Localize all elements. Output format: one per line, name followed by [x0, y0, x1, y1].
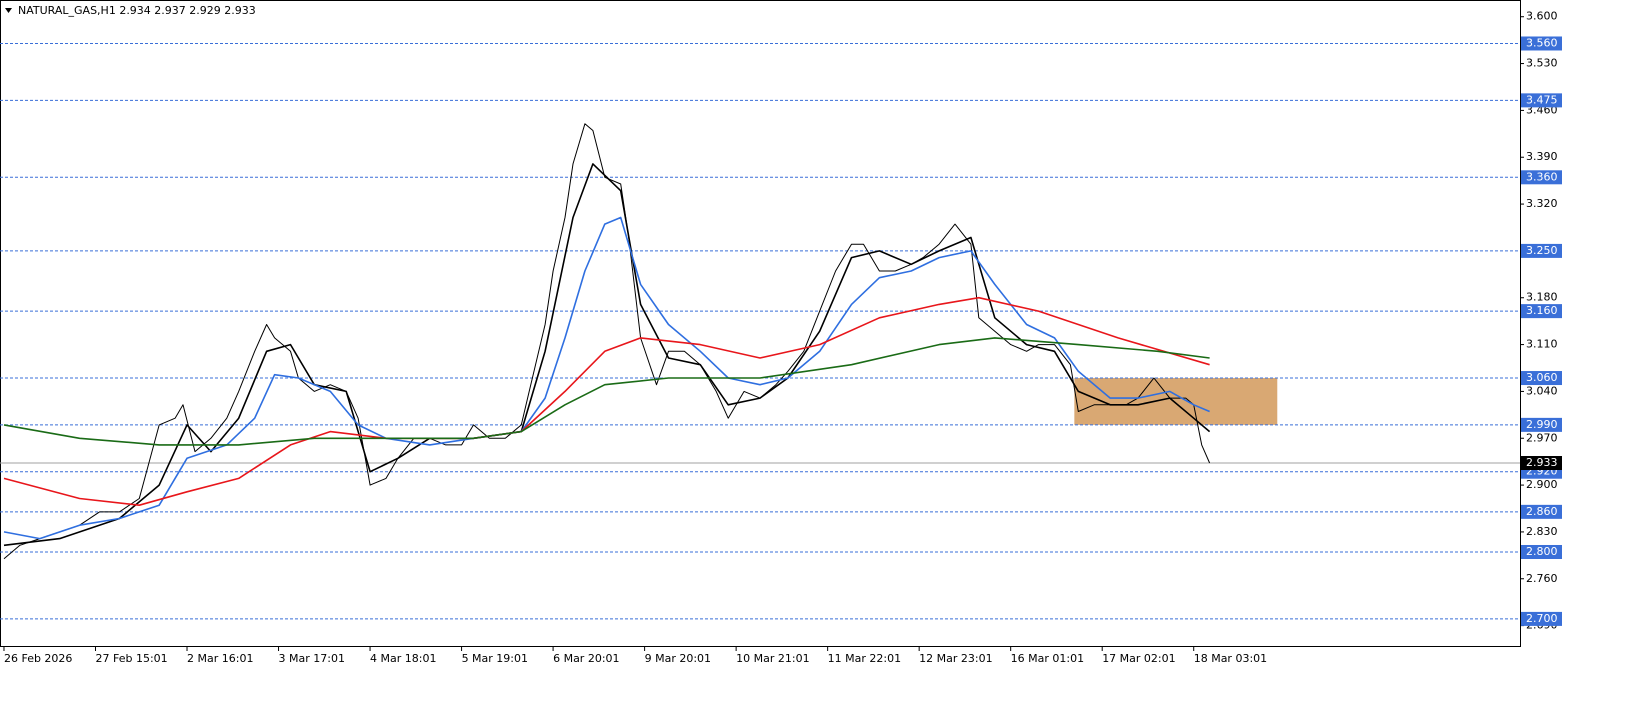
moving-average: [3, 216, 1210, 540]
plot-frame: [0, 0, 1521, 647]
level-label-box: [1521, 36, 1562, 51]
y-tick-label: 3.110: [1526, 338, 1558, 351]
moving-average: [3, 296, 1210, 506]
x-tick-label: 26 Feb 2026: [4, 652, 72, 665]
level-label-box: [1521, 170, 1562, 185]
current-price-label: 2.933: [1526, 456, 1558, 469]
level-label: 2.700: [1526, 612, 1558, 625]
x-tick-label: 2 Mar 16:01: [187, 652, 253, 665]
level-label: 3.475: [1526, 93, 1558, 106]
x-tick-label: 3 Mar 17:01: [279, 652, 345, 665]
price-line: [3, 123, 1211, 560]
y-tick-label: 3.390: [1526, 150, 1558, 163]
y-tick-label: 3.320: [1526, 197, 1558, 210]
x-tick-label: 16 Mar 01:01: [1011, 652, 1084, 665]
y-tick-label: 2.900: [1526, 478, 1558, 491]
x-tick-label: 10 Mar 21:01: [736, 652, 809, 665]
chart-title: NATURAL_GAS,H1 2.934 2.937 2.929 2.933: [18, 4, 256, 17]
y-tick-label: 2.970: [1526, 431, 1558, 444]
level-label: 3.060: [1526, 371, 1558, 384]
level-label-box: [1521, 504, 1562, 519]
x-tick-label: 4 Mar 18:01: [370, 652, 436, 665]
level-label-box: [1521, 93, 1562, 108]
level-label-box: [1521, 544, 1562, 559]
y-tick-label: 2.760: [1526, 572, 1558, 585]
x-tick-label: 9 Mar 20:01: [645, 652, 711, 665]
level-label: 3.160: [1526, 304, 1558, 317]
moving-average: [3, 163, 1211, 547]
level-label-box: [1521, 243, 1562, 258]
x-tick-label: 27 Feb 15:01: [95, 652, 167, 665]
x-tick-label: 18 Mar 03:01: [1194, 652, 1267, 665]
y-tick-label: 3.600: [1526, 10, 1558, 23]
level-label: 3.360: [1526, 170, 1558, 183]
x-tick-label: 11 Mar 22:01: [828, 652, 901, 665]
y-tick-label: 3.530: [1526, 57, 1558, 70]
y-tick-label: 2.830: [1526, 525, 1558, 538]
level-label-box: [1521, 611, 1562, 626]
level-label-box: [1521, 371, 1562, 386]
x-tick-label: 5 Mar 19:01: [462, 652, 528, 665]
x-tick-label: 6 Mar 20:01: [553, 652, 619, 665]
level-label: 3.560: [1526, 36, 1558, 49]
level-label: 2.990: [1526, 418, 1558, 431]
level-label: 2.860: [1526, 505, 1558, 518]
x-tick-label: 12 Mar 23:01: [919, 652, 992, 665]
level-label-box: [1521, 417, 1562, 432]
level-label: 2.800: [1526, 545, 1558, 558]
x-tick-label: 17 Mar 02:01: [1102, 652, 1175, 665]
y-tick-label: 3.180: [1526, 291, 1558, 304]
moving-average: [3, 337, 1210, 446]
menu-arrow[interactable]: [5, 8, 12, 13]
price-zone: [1074, 378, 1278, 425]
level-label-box: [1521, 304, 1562, 319]
y-tick-label: 3.040: [1526, 384, 1558, 397]
level-label: 3.250: [1526, 244, 1558, 257]
current-price-box: [1521, 456, 1562, 471]
